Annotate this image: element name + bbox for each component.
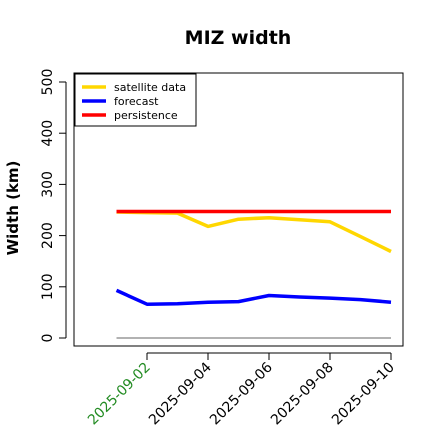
x-tick-label: 2025-09-02 — [85, 360, 154, 429]
series-line-forecast — [115, 288, 392, 306]
y-axis-label: Width (km) — [4, 161, 22, 256]
legend-label: forecast — [114, 95, 159, 108]
plot-frame — [73, 72, 404, 347]
series-line-satellite-data — [116, 210, 392, 254]
x-tick-label: 2025-09-04 — [146, 359, 215, 428]
y-tick-label: 400 — [40, 120, 56, 147]
legend-label: persistence — [114, 109, 178, 122]
x-tick-label: 2025-09-06 — [207, 359, 276, 428]
y-tick-label: 500 — [40, 69, 56, 96]
data-series — [115, 209, 392, 306]
x-tick-label: 2025-09-08 — [268, 360, 337, 429]
y-tick-label: 0 — [40, 334, 56, 343]
y-tick-label: 300 — [40, 171, 56, 198]
legend-label: satellite data — [114, 81, 186, 94]
y-tick-label: 100 — [40, 273, 56, 300]
chart-title: MIZ width — [185, 27, 292, 49]
x-tick-label: 2025-09-10 — [329, 360, 398, 429]
y-tick-label: 200 — [40, 222, 56, 249]
